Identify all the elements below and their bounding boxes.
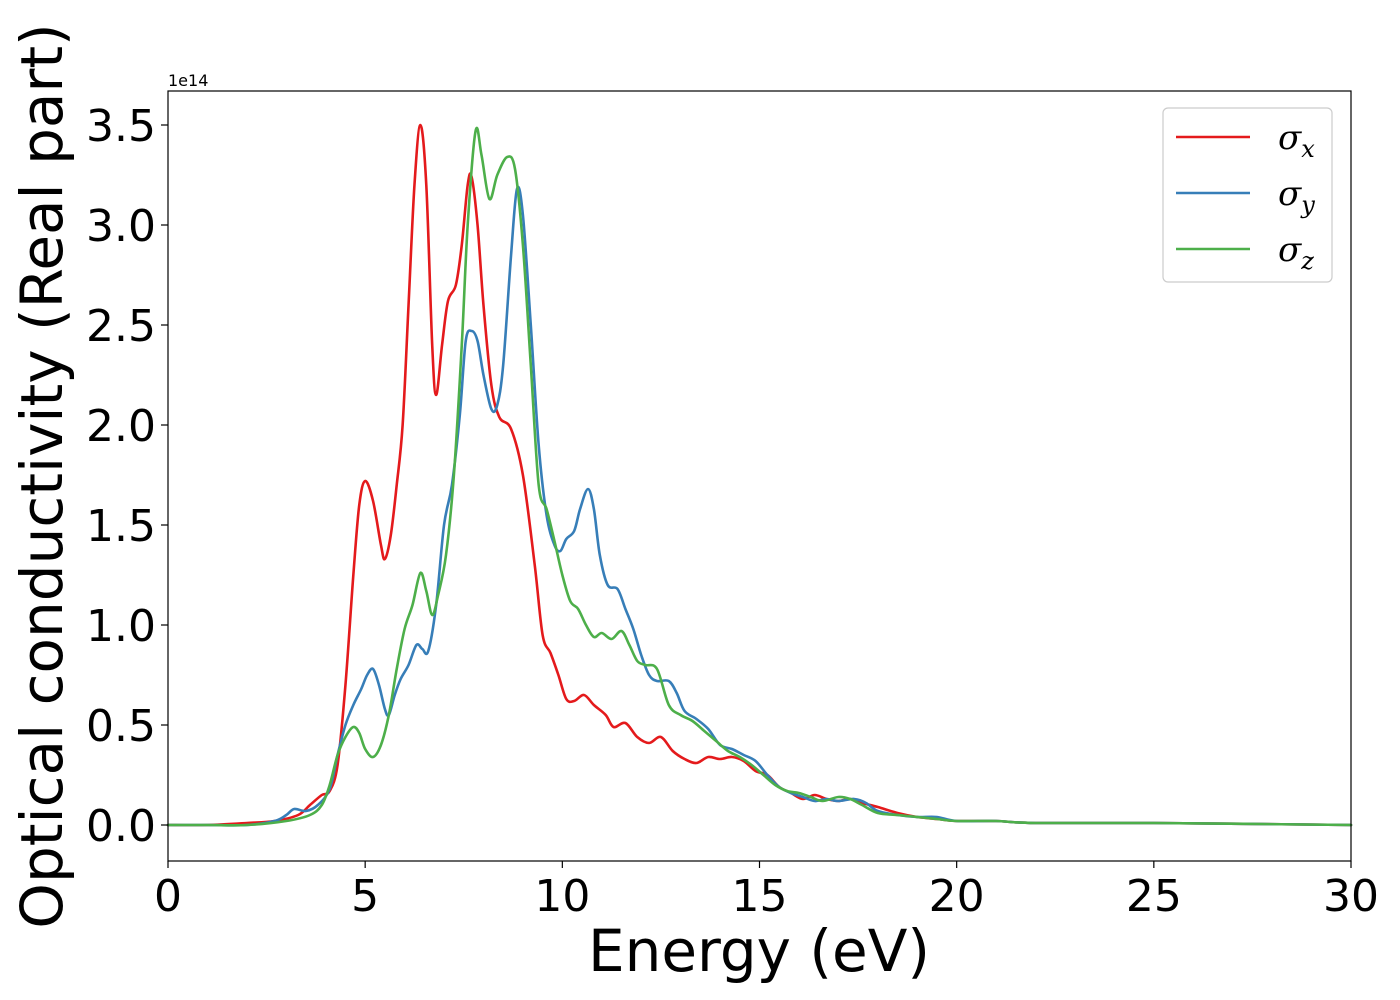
x-tick-label: 0	[154, 871, 182, 922]
y-axis-ticks: 0.0 0.5 1.0 1.5 2.0 2.5 3.0 3.5	[86, 101, 168, 852]
y-tick-label: 3.5	[86, 101, 156, 152]
y-tick-label: 2.0	[86, 401, 156, 452]
legend-symbol: σ	[1278, 230, 1302, 270]
series-line-z	[166, 126, 1353, 827]
legend-subscript: z	[1300, 247, 1314, 275]
legend-label-x: σx	[1278, 118, 1315, 163]
x-tick-label: 15	[732, 871, 788, 922]
legend-box	[1162, 107, 1333, 283]
x-tick-label: 5	[351, 871, 379, 922]
y-tick-label: 1.5	[86, 501, 156, 552]
y-tick-label: 2.5	[86, 301, 156, 352]
y-tick-label: 0.0	[86, 801, 156, 852]
series-layer	[166, 123, 1353, 827]
x-axis-ticks: 0 5 10 15 20 25 30	[154, 861, 1379, 922]
y-tick-label: 1.0	[86, 601, 156, 652]
y-tick-label: 0.5	[86, 701, 156, 752]
x-tick-label: 10	[534, 871, 590, 922]
legend-subscript: x	[1301, 135, 1315, 163]
x-axis-label: Energy (eV)	[588, 917, 930, 985]
legend-label-y: σy	[1278, 174, 1315, 219]
legend-subscript: y	[1300, 191, 1315, 219]
y-tick-label: 3.0	[86, 201, 156, 252]
x-tick-label: 20	[929, 871, 985, 922]
x-tick-label: 30	[1323, 871, 1379, 922]
legend-symbol: σ	[1278, 118, 1302, 158]
y-axis-label: Optical conductivity (Real part)	[8, 23, 76, 928]
x-tick-label: 25	[1126, 871, 1182, 922]
legend-symbol: σ	[1278, 174, 1302, 214]
legend-label-z: σz	[1278, 230, 1314, 275]
y-offset-label: 1e14	[168, 71, 208, 90]
